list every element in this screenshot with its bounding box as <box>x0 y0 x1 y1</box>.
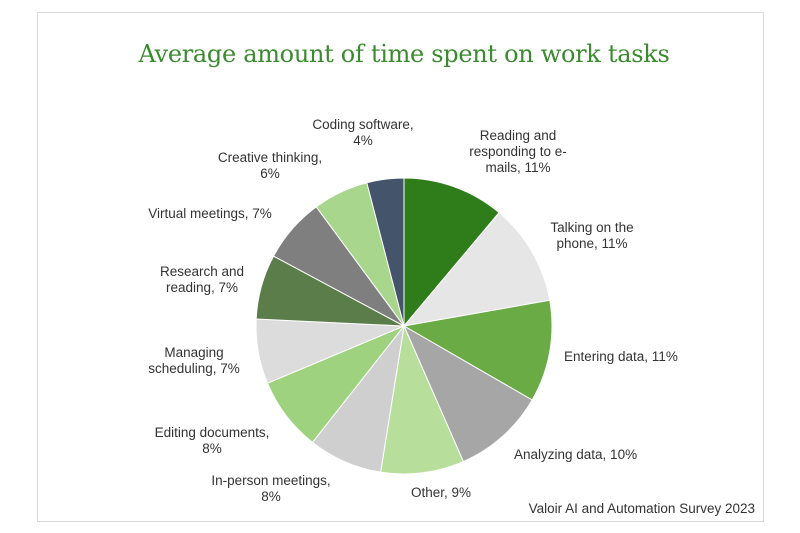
pie-slice-1 <box>402 211 551 327</box>
pie-slice-4 <box>380 324 464 475</box>
slice-label-3: Analyzing data, 10% <box>514 447 637 462</box>
pie-slice-0 <box>403 177 500 328</box>
slice-label-5: In-person meetings, 8% <box>211 473 330 504</box>
slice-label-4: Other, 9% <box>411 485 471 500</box>
slice-label-8: Research and reading, 7% <box>160 264 244 295</box>
slice-label-9: Virtual meetings, 7% <box>148 206 272 221</box>
slice-label-2: Entering data, 11% <box>564 349 678 364</box>
pie-slice-3 <box>402 324 533 463</box>
slice-label-7: Managing scheduling, 7% <box>148 345 240 376</box>
slice-label-11: Coding software, 4% <box>312 117 413 148</box>
pie-slice-2 <box>402 299 553 401</box>
pie-slice-11 <box>366 177 405 327</box>
slice-labels: Reading and responding to e-mails, 11% Tal… <box>148 117 678 504</box>
pie-slices <box>255 177 553 475</box>
source-note: Valoir AI and Automation Survey 2023 <box>529 501 755 516</box>
slice-label-10: Creative thinking, 6% <box>218 150 322 181</box>
slice-label-0: Reading and responding to e-mails, 11% <box>469 128 567 175</box>
slice-label-1: Talking on the phone, 11% <box>550 220 633 251</box>
slice-label-6: Editing documents, 8% <box>155 425 270 456</box>
chart-title: Average amount of time spent on work tas… <box>138 40 670 68</box>
